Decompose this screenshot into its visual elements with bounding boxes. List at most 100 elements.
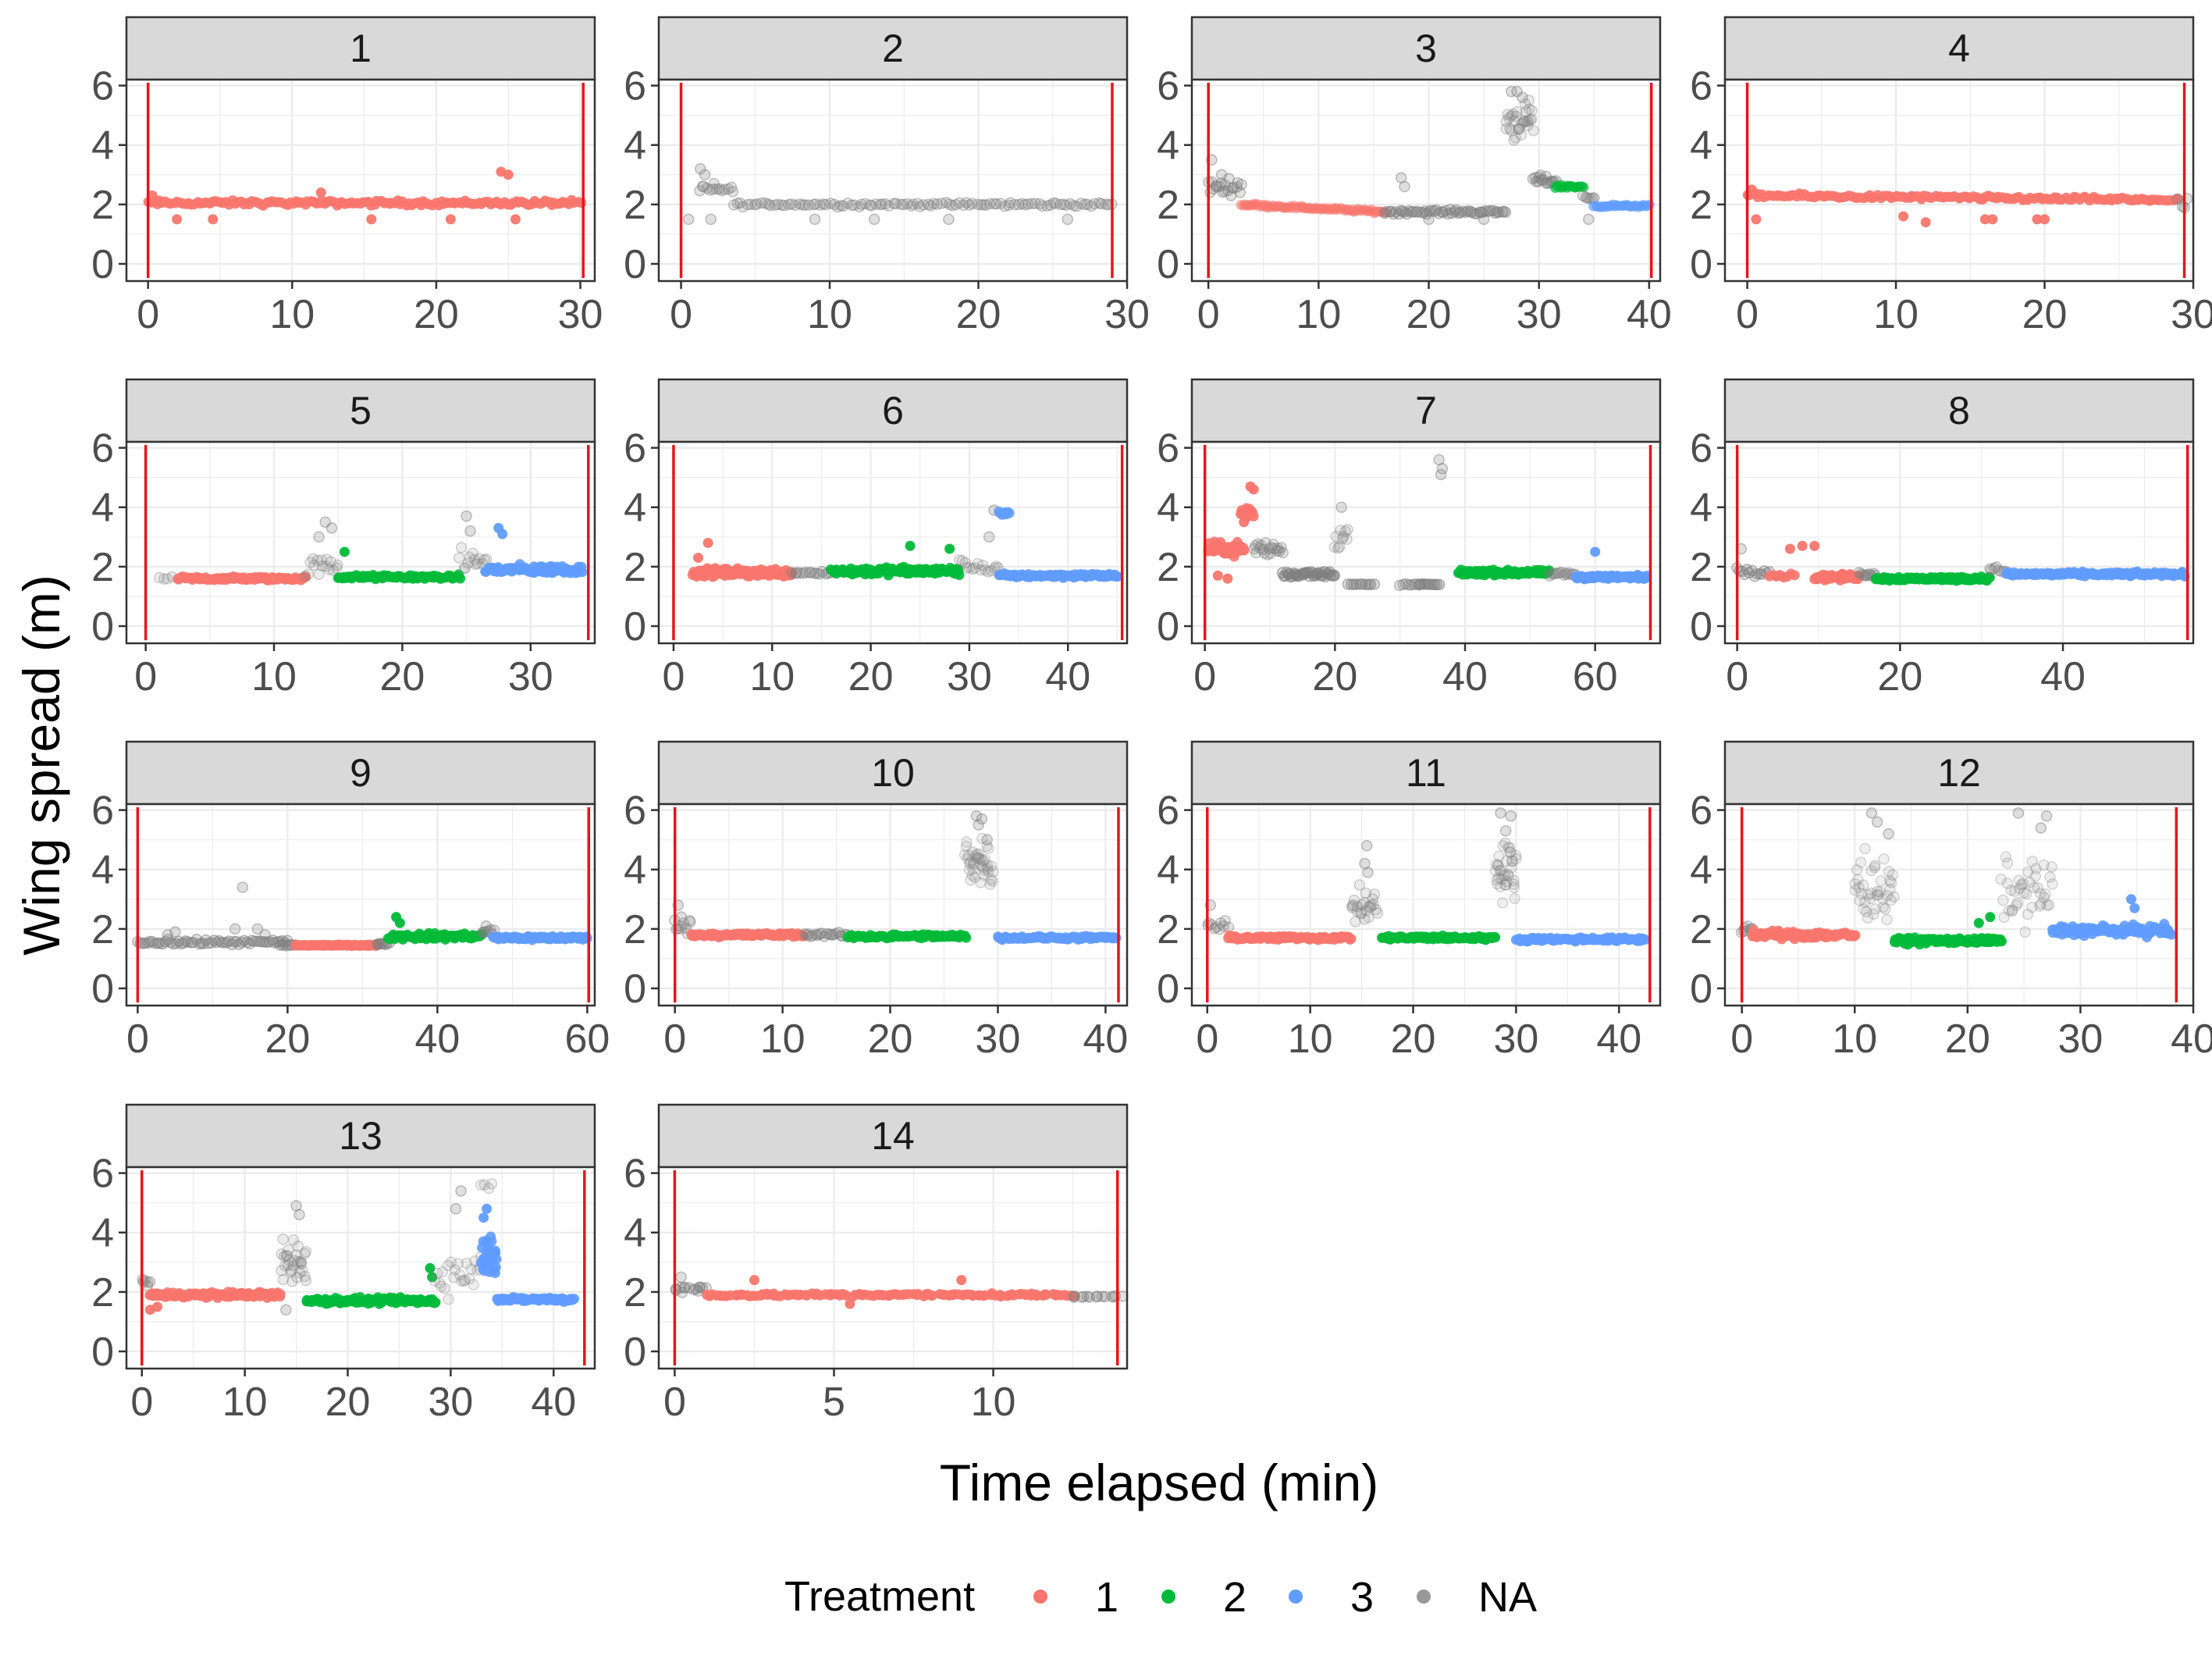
data-point (2047, 878, 2058, 890)
data-point (1857, 879, 1869, 892)
data-point (2001, 857, 2014, 869)
data-point (797, 199, 809, 211)
data-point (503, 169, 514, 180)
x-tick-label: 10 (269, 292, 315, 337)
legend-label-1: 1 (1095, 1574, 1118, 1621)
plot-background (659, 80, 1127, 281)
panel-border (1723, 78, 2195, 283)
data-point (1506, 125, 1517, 137)
data-point (936, 198, 948, 209)
x-tick-label: 30 (2057, 1016, 2103, 1062)
data-point (1085, 200, 1097, 212)
data-point (325, 556, 337, 568)
y-tick-label: 2 (1157, 907, 1179, 952)
facet-strip-label: 8 (1948, 389, 1970, 433)
data-point (1859, 842, 1871, 855)
facet-strip-label: 2 (882, 27, 904, 70)
data-point (769, 199, 781, 212)
data-point (1510, 132, 1521, 144)
x-tick-label: 0 (663, 1016, 686, 1062)
x-tick-label: 0 (1726, 654, 1748, 700)
data-point (870, 198, 882, 210)
x-tick-label: 20 (1877, 654, 1922, 700)
data-point (1089, 198, 1101, 210)
data-point (1511, 105, 1523, 118)
data-point (455, 542, 468, 554)
data-point (2032, 214, 2043, 225)
data-point (983, 198, 996, 210)
data-point (963, 199, 976, 211)
data-point (1746, 184, 1757, 195)
x-tick-label: 30 (558, 292, 603, 337)
data-point (1644, 199, 1655, 210)
data-point (1499, 206, 1512, 219)
facet-panel-6: 6 0 2 4 6 0 10 20 30 40 (624, 378, 1129, 700)
data-point (1016, 198, 1028, 210)
y-tick-label: 6 (624, 64, 646, 109)
y-tick-label: 2 (1690, 545, 1712, 590)
data-point (1095, 198, 1108, 210)
data-point (807, 198, 820, 211)
legend-key-3 (1289, 1590, 1303, 1604)
data-point (778, 199, 790, 212)
y-tick-label: 4 (1690, 123, 1712, 169)
data-point (1523, 94, 1535, 106)
data-point (1328, 570, 1340, 582)
data-point (859, 198, 871, 210)
data-point (1068, 200, 1080, 212)
x-tick-label: 0 (662, 654, 685, 700)
data-point (311, 554, 323, 567)
facet-panel-14: 14 0 2 4 6 0 5 10 (624, 1103, 1129, 1425)
data-point (1789, 570, 1800, 581)
x-tick-label: 10 (222, 1380, 268, 1425)
y-tick-label: 6 (1690, 426, 1712, 472)
data-point (772, 198, 784, 211)
data-point (2040, 810, 2053, 822)
x-tick-label: 40 (1627, 292, 1672, 337)
x-tick-label: 40 (1442, 654, 1488, 700)
panel-border (125, 78, 596, 283)
data-point (581, 933, 592, 944)
y-tick-label: 4 (91, 486, 114, 531)
data-point (675, 911, 688, 923)
plot-background (1725, 442, 2193, 643)
y-tick-label: 0 (1157, 967, 1179, 1012)
data-point (1505, 110, 1517, 122)
data-point (315, 187, 326, 198)
data-point (699, 169, 711, 181)
data-point (809, 213, 821, 226)
plot-background (1725, 80, 2193, 281)
data-point (841, 198, 854, 209)
data-point (300, 1274, 312, 1287)
x-tick-label: 40 (2040, 654, 2086, 700)
data-point (799, 199, 811, 211)
x-tick-label: 20 (380, 654, 425, 700)
x-tick-label: 30 (1104, 292, 1150, 337)
data-point (1360, 840, 1373, 852)
panel-border (657, 78, 1129, 283)
plot-background (126, 1167, 595, 1369)
data-point (923, 198, 934, 211)
data-point (445, 214, 456, 225)
data-point (325, 522, 338, 534)
legend: Treatment 1 2 3 NA (784, 1573, 1537, 1621)
data-point (1004, 507, 1015, 518)
data-point (300, 1245, 312, 1258)
y-tick-label: 2 (1690, 183, 1712, 228)
data-point (944, 543, 955, 554)
data-point (898, 198, 909, 211)
data-point (576, 198, 587, 208)
data-point (868, 213, 880, 226)
data-point (975, 199, 987, 211)
data-point (874, 198, 887, 211)
data-point (1026, 198, 1038, 210)
data-point (931, 198, 944, 210)
x-tick-label: 30 (428, 1380, 473, 1425)
legend-key-1 (1033, 1590, 1047, 1604)
data-point (152, 1301, 163, 1312)
data-point (464, 551, 475, 563)
x-axis-title: Time elapsed (min) (940, 1454, 1378, 1511)
y-tick-label: 0 (1157, 242, 1179, 287)
data-point (1517, 91, 1528, 104)
